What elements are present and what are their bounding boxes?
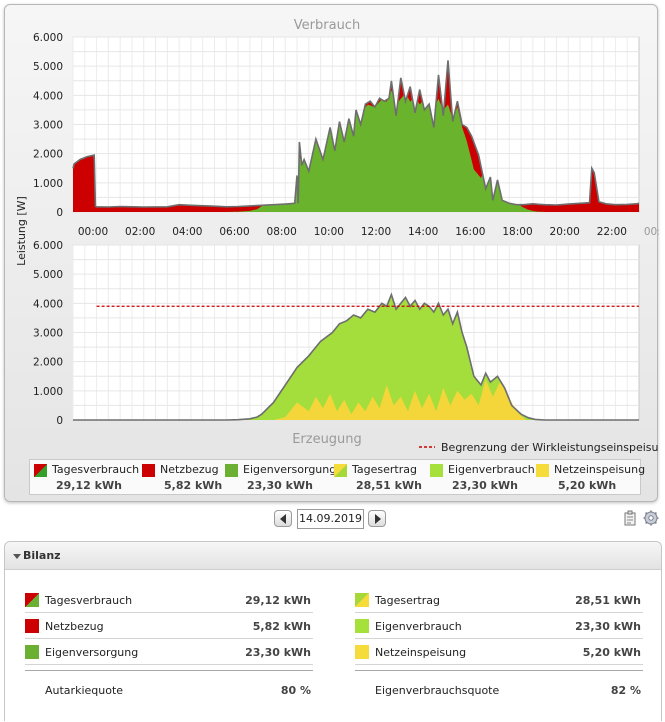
date-navigation: 14.09.2019: [274, 509, 394, 529]
legend-value: 28,51 kWh: [356, 479, 422, 492]
bilanz-panel: Bilanz Tagesverbrauch 29,12 kWh Netzbezu…: [4, 541, 662, 722]
x-tick-label: 16:00: [455, 226, 485, 238]
x-tick-label: 10:00: [314, 226, 344, 238]
bilanz-row-netzeinspeisung: Netzeinspeisung 5,20 kWh: [355, 639, 643, 665]
bilanz-row-eigenverbrauch: Eigenverbrauch 23,30 kWh: [355, 613, 643, 639]
legend-swatch-tagesverbrauch: [34, 464, 47, 477]
chart-legend: Tagesverbrauch 29,12 kWh Netzbezug 5,82 kWh…: [29, 459, 645, 495]
chevron-left-icon: [280, 514, 286, 524]
legend-swatch-netzeinspeisung: [536, 464, 549, 477]
x-tick-label: 22:00: [597, 226, 627, 238]
y-tick-label: 2.000: [33, 149, 63, 161]
bilanz-row-tagesertrag: Tagesertrag 28,51 kWh: [355, 587, 643, 613]
chevron-right-icon: [375, 514, 381, 524]
bilanz-value: 5,82 kWh: [252, 620, 311, 633]
chart-svg: 0 1.000 2.000 3.000 4.000 5.000 6.000 0 1.000 2.0…: [15, 18, 659, 454]
x-tick-label: 08:00: [267, 226, 297, 238]
bilanz-row-autarkiequote: Autarkiequote 80 %: [25, 670, 313, 704]
y-tick-label: 4.000: [33, 90, 63, 102]
next-day-button[interactable]: [368, 510, 386, 527]
bilanz-label: Eigenversorgung: [45, 646, 139, 659]
legend-swatch-eigenverbrauch: [430, 464, 443, 477]
bilanz-row-tagesverbrauch: Tagesverbrauch 29,12 kWh: [25, 587, 313, 613]
legend-swatch-tagesertrag: [334, 464, 347, 477]
y-tick-label: 1.000: [33, 386, 63, 398]
x-tick-label: 20:00: [550, 226, 580, 238]
legend-value: 5,82 kWh: [164, 479, 223, 492]
x-tick-label: 04:00: [172, 226, 202, 238]
legend-label: Tagesverbrauch: [52, 463, 140, 476]
bilanz-label: Eigenverbrauch: [375, 620, 462, 633]
legend-label: Eigenversorgung: [243, 463, 337, 476]
legend-swatch-netzbezug: [142, 464, 155, 477]
legend-label: Tagesertrag: [352, 463, 417, 476]
area-netzeinspeisung: [73, 379, 639, 420]
x-tick-label: 18:00: [502, 226, 532, 238]
chart-panel: 0 1.000 2.000 3.000 4.000 5.000 6.000 0 1.000 2.0…: [4, 4, 659, 502]
bilanz-value: 23,30 kWh: [245, 646, 311, 659]
bilanz-swatch-eigenverbrauch: [355, 619, 369, 633]
x-tick-label: 02:00: [125, 226, 155, 238]
line-tagesverbrauch: [72, 60, 640, 208]
y-tick-label: 6.000: [33, 32, 63, 44]
bilanz-value: 5,20 kWh: [582, 646, 641, 659]
legend-value: 5,20 kWh: [558, 479, 617, 492]
bilanz-value: 23,30 kWh: [575, 620, 641, 633]
y-tick-label: 0: [56, 415, 63, 427]
bilanz-swatch-eigenversorgung: [25, 645, 39, 659]
legend-label: Eigenverbrauch: [448, 463, 535, 476]
bilanz-row-netzbezug: Netzbezug 5,82 kWh: [25, 613, 313, 639]
legend-value: 23,30 kWh: [247, 479, 313, 492]
x-tick-label: 00:00: [644, 226, 659, 238]
bilanz-label: Tagesertrag: [375, 594, 440, 607]
legend-swatch-eigenversorgung: [225, 464, 238, 477]
legend-value: 23,30 kWh: [452, 479, 518, 492]
date-field[interactable]: 14.09.2019: [297, 509, 364, 529]
x-tick-label: 06:00: [219, 226, 249, 238]
bilanz-label: Netzeinspeisung: [375, 646, 467, 659]
bilanz-body: Tagesverbrauch 29,12 kWh Netzbezug 5,82 …: [5, 571, 661, 722]
x-tick-label: 12:00: [361, 226, 391, 238]
chart-title-erzeugung: Erzeugung: [292, 432, 362, 447]
bilanz-row-eigenverbrauchsquote: Eigenverbrauchsquote 82 %: [355, 670, 643, 704]
bilanz-title: Bilanz: [23, 549, 61, 562]
y-tick-label: 1.000: [33, 178, 63, 190]
bilanz-header[interactable]: Bilanz: [5, 542, 661, 570]
export-icon[interactable]: [624, 510, 636, 526]
bilanz-label: Eigenverbrauchsquote: [375, 684, 500, 697]
bilanz-label: Netzbezug: [45, 620, 104, 633]
legend-label: Netzbezug: [160, 463, 219, 476]
bilanz-value: 80 %: [280, 684, 311, 697]
y-tick-label: 3.000: [33, 328, 63, 340]
limit-legend-label: Begrenzung der Wirkleistungseinspeisung: [441, 441, 659, 454]
legend-value: 29,12 kWh: [56, 479, 122, 492]
y-tick-label: 5.000: [33, 269, 63, 281]
bilanz-row-eigenversorgung: Eigenversorgung 23,30 kWh: [25, 639, 313, 665]
collapse-triangle-icon[interactable]: [13, 554, 21, 559]
tool-icons: [622, 509, 662, 527]
y-tick-label: 0: [56, 207, 63, 219]
bilanz-swatch-netzeinspeisung: [355, 645, 369, 659]
bilanz-swatch-tagesverbrauch: [25, 593, 39, 607]
bilanz-label: Autarkiequote: [45, 684, 124, 697]
x-tick-label: 14:00: [408, 226, 438, 238]
bilanz-value: 28,51 kWh: [575, 594, 641, 607]
prev-day-button[interactable]: [274, 510, 292, 527]
x-tick-label: 00:00: [78, 226, 108, 238]
bilanz-value: 29,12 kWh: [245, 594, 311, 607]
y-tick-label: 2.000: [33, 357, 63, 369]
bilanz-label: Tagesverbrauch: [45, 594, 133, 607]
y-tick-label: 6.000: [33, 240, 63, 252]
y-tick-label: 3.000: [33, 120, 63, 132]
bilanz-swatch-tagesertrag: [355, 593, 369, 607]
gear-icon[interactable]: [643, 510, 659, 526]
y-tick-label: 5.000: [33, 61, 63, 73]
bilanz-swatch-netzbezug: [25, 619, 39, 633]
y-axis-label: Leistung [W]: [15, 196, 28, 266]
y-tick-label: 4.000: [33, 298, 63, 310]
chart-title-verbrauch: Verbrauch: [294, 18, 360, 33]
bilanz-value: 82 %: [610, 684, 641, 697]
legend-label: Netzeinspeisung: [554, 463, 646, 476]
line-tagesertrag: [73, 292, 639, 421]
